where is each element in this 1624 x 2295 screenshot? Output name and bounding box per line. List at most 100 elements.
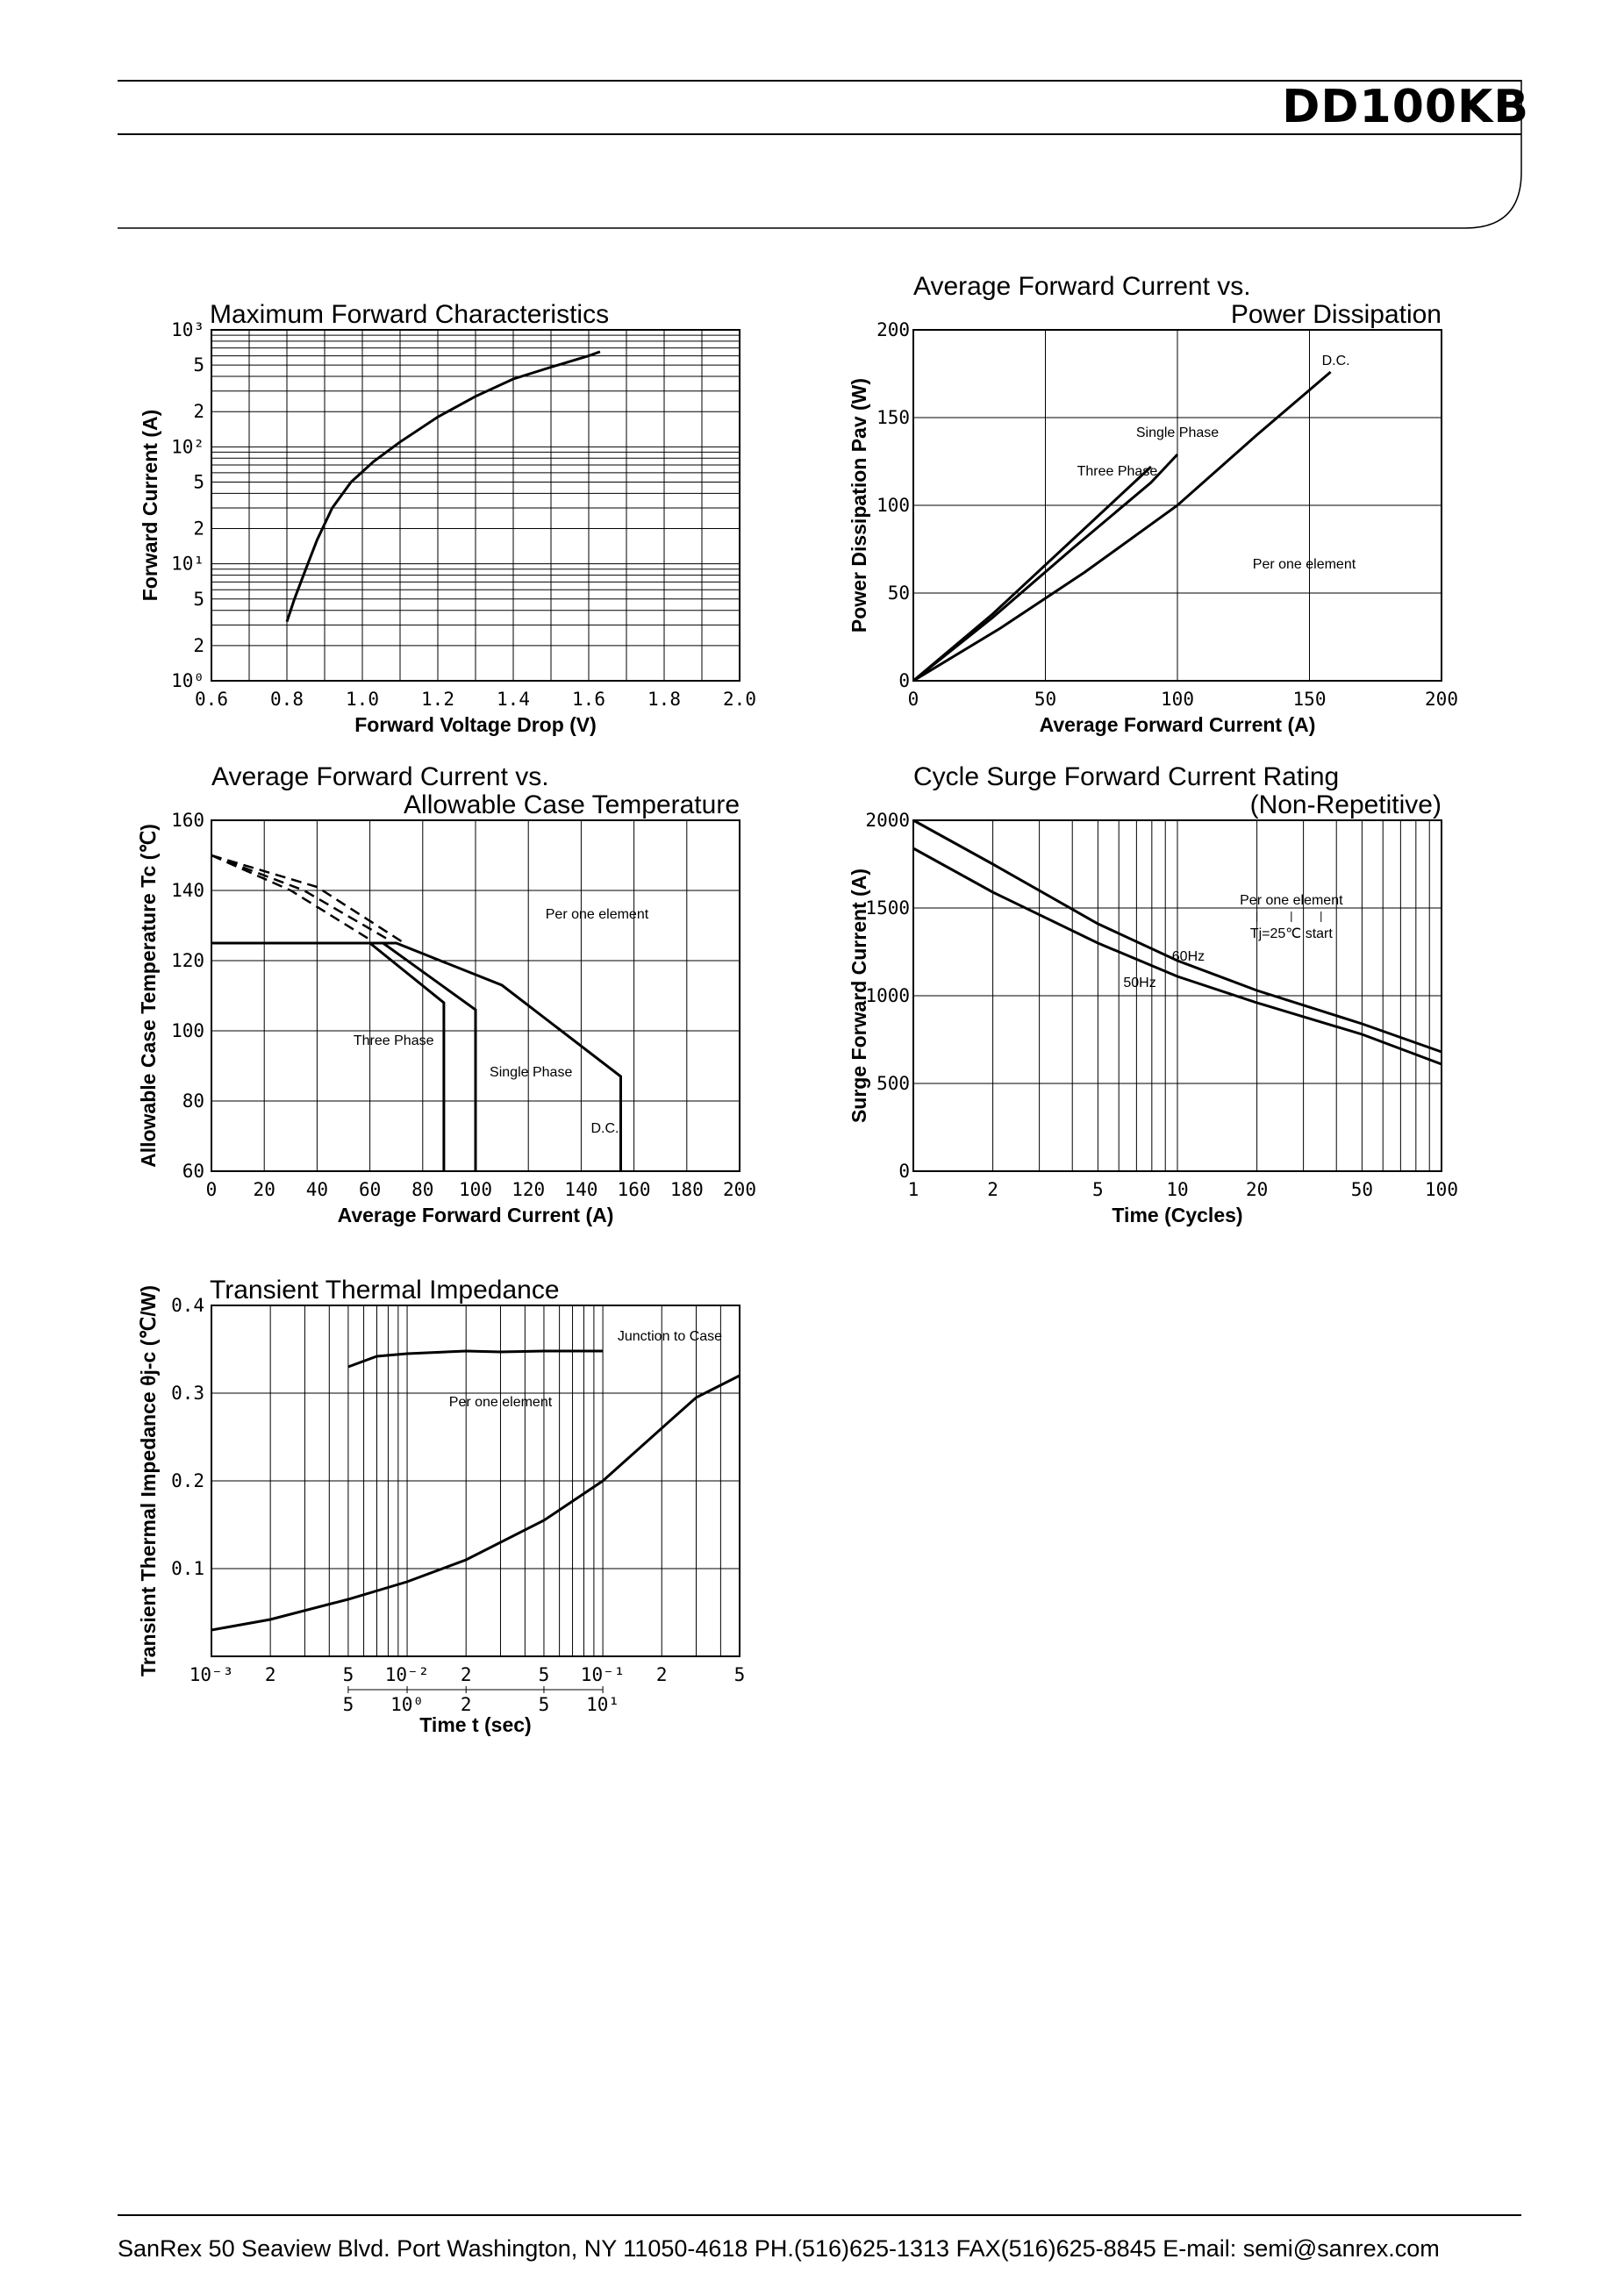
annotation-label: Per one element (1240, 893, 1343, 908)
x-tick-label: 2.0 (723, 689, 756, 710)
y-tick-label: 10² (171, 436, 204, 457)
y-axis-label: Power Dissipation Pav (W) (848, 378, 870, 633)
y-tick-label: 5 (193, 354, 204, 375)
series-line-0 (347, 1349, 604, 1369)
x-tick-label: 180 (670, 1179, 704, 1200)
series-line-1 (211, 1374, 740, 1632)
y-tick-label: 2000 (865, 810, 910, 831)
y-tick-label: 100 (171, 1020, 204, 1041)
series-label: 50Hz (1123, 976, 1155, 990)
plot-frame (211, 1305, 740, 1657)
series-label: Single Phase (1136, 425, 1219, 440)
chart-title-line-2: (Non-Repetitive) (1250, 790, 1442, 819)
x-axis-label: Average Forward Current (A) (338, 1204, 614, 1226)
y-tick-label: 2 (193, 635, 204, 656)
plot-frame (912, 819, 1442, 1172)
header-rule-mid (118, 133, 1521, 135)
x-tick-label: 1.2 (421, 689, 454, 710)
x-tick-label: 80 (411, 1179, 433, 1200)
x-tick-label: 40 (306, 1179, 328, 1200)
chart-title: Transient Thermal Impedance (210, 1276, 560, 1305)
y-tick-label: 200 (876, 319, 910, 340)
x-tick-label: 1.0 (346, 689, 379, 710)
y-tick-label: 10¹ (171, 554, 204, 575)
chart-title: Maximum Forward Characteristics (210, 300, 609, 329)
x-tick-label: 1.6 (572, 689, 605, 710)
x-tick-label: 2 (656, 1664, 668, 1685)
y-tick-label: 0.1 (171, 1558, 204, 1579)
y-tick-label: 5 (193, 471, 204, 492)
series-label: D.C. (1322, 354, 1350, 368)
series-label: Three Phase (1077, 464, 1158, 479)
page-title: DD100KB (1282, 81, 1529, 133)
y-tick-label: 10³ (171, 319, 204, 340)
annotation-label: Tj=25℃ start (1250, 926, 1334, 941)
chart-title-line-2: Allowable Case Temperature (404, 790, 740, 819)
y-tick-label: 2 (193, 401, 204, 422)
y-tick-label: 160 (171, 810, 204, 831)
footer-contact: SanRex 50 Seaview Blvd. Port Washington,… (118, 2235, 1440, 2262)
x-tick-label: 10⁻¹ (581, 1664, 626, 1685)
y-tick-label: 100 (876, 495, 910, 516)
annotation-label: Per one element (449, 1395, 553, 1410)
x-tick-label: 0 (908, 689, 919, 710)
x-tick-label: 10⁻³ (190, 1664, 234, 1685)
annotation-label: Per one element (546, 907, 649, 922)
chart-title-line-2: Power Dissipation (1231, 300, 1442, 329)
y-axis-label: Allowable Case Temperature Tc (℃) (137, 824, 160, 1168)
x-tick-label: 120 (512, 1179, 545, 1200)
x-tick-label: 5 (1092, 1179, 1104, 1200)
dashed-line-0 (211, 854, 371, 941)
x2-tick-label: 5 (343, 1694, 354, 1715)
y-axis-label: Forward Current (A) (139, 410, 161, 602)
x-tick-label: 20 (254, 1179, 275, 1200)
x-tick-label: 5 (734, 1664, 746, 1685)
series-line-2 (211, 941, 622, 1171)
chart-title-line-1: Cycle Surge Forward Current Rating (913, 762, 1339, 791)
x-tick-label: 2 (987, 1179, 998, 1200)
y-tick-label: 80 (182, 1090, 204, 1112)
y-tick-label: 0.3 (171, 1383, 204, 1404)
x-tick-label: 0.6 (195, 689, 228, 710)
x-tick-label: 2 (461, 1664, 472, 1685)
y-tick-label: 10⁰ (171, 670, 204, 691)
series-label: Three Phase (354, 1033, 434, 1048)
series-label: 60Hz (1172, 949, 1205, 964)
y-tick-label: 120 (171, 950, 204, 971)
series-line-2 (912, 370, 1332, 683)
annotation-label: Per one element (1253, 557, 1356, 572)
series-line-1 (912, 847, 1442, 1066)
y-axis-label: Surge Forward Current (A) (848, 869, 870, 1123)
x-tick-label: 1 (908, 1179, 919, 1200)
x-tick-label: 20 (1246, 1179, 1268, 1200)
y-tick-label: 2 (193, 518, 204, 540)
y-tick-label: 0.4 (171, 1295, 204, 1316)
x-tick-label: 2 (265, 1664, 276, 1685)
y-tick-label: 5 (193, 589, 204, 610)
dashed-line-2 (211, 854, 405, 945)
x-tick-label: 0 (206, 1179, 218, 1200)
x-axis-label: Average Forward Current (A) (1040, 713, 1316, 736)
x2-tick-label: 10⁰ (390, 1694, 424, 1715)
header-rule-top (118, 80, 1521, 82)
x-tick-label: 200 (1425, 689, 1458, 710)
x-tick-label: 1.8 (647, 689, 681, 710)
x-tick-label: 10⁻² (385, 1664, 430, 1685)
x-tick-label: 1.4 (497, 689, 530, 710)
x-tick-label: 140 (564, 1179, 597, 1200)
x-tick-label: 100 (1161, 689, 1194, 710)
y-tick-label: 500 (876, 1073, 910, 1094)
y-tick-label: 0 (898, 1161, 910, 1182)
x-axis-label: Time t (sec) (419, 1713, 531, 1736)
x-tick-label: 150 (1293, 689, 1327, 710)
x2-tick-label: 10¹ (586, 1694, 619, 1715)
x-tick-label: 100 (459, 1179, 492, 1200)
x-tick-label: 60 (359, 1179, 381, 1200)
y-tick-label: 150 (876, 407, 910, 428)
chart-title-line-1: Average Forward Current vs. (211, 762, 549, 791)
